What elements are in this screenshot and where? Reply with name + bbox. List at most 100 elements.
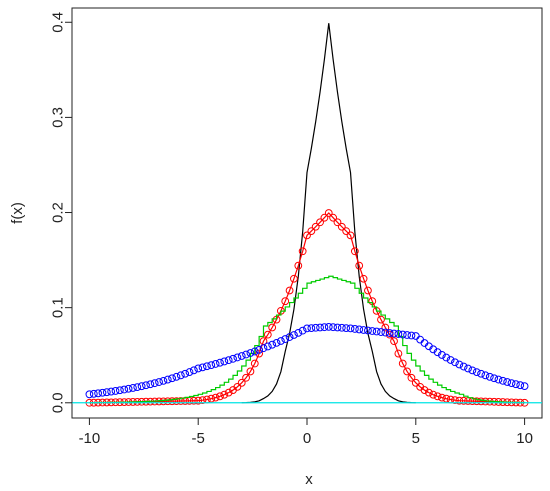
- series-4-point: [485, 372, 494, 381]
- x-tick-label: -5: [192, 430, 205, 447]
- series-4-point: [411, 332, 420, 340]
- series-2-point: [168, 397, 176, 406]
- series-4-point: [133, 383, 142, 392]
- series-2-point: [390, 337, 398, 346]
- series-4-point: [303, 324, 311, 333]
- series-4-point: [85, 390, 94, 399]
- series-2-point: [320, 213, 329, 222]
- series-4-point: [433, 348, 442, 357]
- series-4-point: [459, 362, 468, 371]
- x-tick-label: 0: [303, 430, 311, 447]
- series-1-line: [241, 23, 416, 404]
- series-2-point: [263, 330, 272, 339]
- series-2-point: [281, 297, 290, 306]
- series-4-point: [272, 338, 281, 347]
- series-2-point: [398, 359, 407, 368]
- series-2-point: [381, 323, 390, 332]
- series-4-point: [285, 333, 294, 341]
- series-2-point: [268, 323, 277, 332]
- series-4-point: [94, 389, 103, 398]
- series-2-point: [159, 397, 168, 406]
- series-2-point: [290, 274, 298, 283]
- series-4-point: [490, 374, 499, 383]
- series-4-point: [446, 356, 455, 364]
- series-4-point: [290, 331, 298, 339]
- series-2-point: [246, 367, 255, 376]
- series-4-point: [89, 389, 98, 398]
- series-2-point: [163, 397, 172, 406]
- plot-frame: [71, 7, 543, 419]
- series-2-point: [250, 359, 259, 368]
- series-2-point: [411, 378, 420, 387]
- series-2-point: [342, 227, 351, 236]
- series-4-point: [181, 369, 190, 378]
- x-tick-label: -10: [79, 430, 101, 447]
- series-4-point: [98, 388, 107, 397]
- series-4-point: [311, 323, 320, 332]
- series-4-point: [316, 323, 324, 332]
- x-tick-label: 5: [412, 430, 420, 447]
- series-4-point: [246, 349, 255, 357]
- series-4-point: [468, 366, 477, 375]
- series-4-point: [455, 360, 464, 369]
- series-4-point: [115, 386, 124, 395]
- series-4-point: [451, 358, 459, 367]
- series-4-point: [403, 331, 411, 339]
- series-4-point: [250, 347, 259, 356]
- series-2-point: [337, 222, 346, 231]
- series-4-point: [442, 353, 451, 362]
- series-2-point: [316, 218, 324, 227]
- series-4-point: [102, 388, 111, 397]
- series-4-point: [481, 371, 490, 380]
- series-2-point: [472, 397, 481, 406]
- series-2-point: [189, 396, 198, 405]
- series-4-point: [137, 382, 146, 391]
- y-tick-label: 0.4: [50, 12, 67, 33]
- series-2-point: [355, 261, 364, 270]
- y-axis: 0.0 0.1 0.2 0.3 0.4: [50, 12, 73, 413]
- series-4-point: [346, 324, 355, 333]
- series-4-point: [368, 327, 377, 335]
- series-2-point: [433, 392, 442, 401]
- series-2-point: [303, 231, 311, 240]
- series-2-point: [172, 397, 181, 406]
- series-4-point: [298, 326, 307, 335]
- series-2-point: [451, 396, 459, 405]
- series-4-point: [503, 378, 512, 386]
- series-4-point: [159, 376, 168, 385]
- series-4-point: [337, 323, 346, 332]
- series-4-point: [276, 337, 285, 345]
- series-2-point: [459, 396, 468, 405]
- series-4-point: [281, 335, 290, 343]
- series-4-point: [498, 376, 507, 385]
- series-4-point: [294, 328, 303, 337]
- series-2-point: [438, 393, 446, 402]
- series-4-point: [416, 335, 425, 344]
- series-4-point: [520, 382, 529, 391]
- series-4-point: [255, 345, 264, 354]
- series-2-point: [216, 392, 224, 401]
- x-tick-label: 10: [516, 430, 533, 447]
- series-4-point: [120, 385, 129, 394]
- series-4-point: [259, 344, 268, 353]
- series-4-point: [324, 322, 333, 331]
- series-2-point: [211, 393, 220, 402]
- series-2-point: [285, 286, 294, 295]
- series-2-point: [255, 349, 264, 358]
- series-2-point: [407, 373, 416, 382]
- series-2-point: [424, 388, 433, 397]
- series-4-point: [472, 368, 481, 377]
- series-4-point: [203, 362, 211, 371]
- series-4-point: [394, 330, 403, 338]
- series-4-point: [111, 387, 120, 395]
- series-2-point: [207, 394, 216, 403]
- series-4-point: [142, 381, 150, 390]
- series-4-point: [124, 384, 133, 393]
- series-3-step-line: [89, 275, 526, 404]
- series-2-point: [220, 390, 229, 399]
- series-4-point: [464, 364, 472, 373]
- series-4-point: [390, 329, 398, 338]
- series-4-point: [342, 324, 351, 332]
- series-4-point: [224, 356, 233, 365]
- series-4-point: [364, 326, 372, 335]
